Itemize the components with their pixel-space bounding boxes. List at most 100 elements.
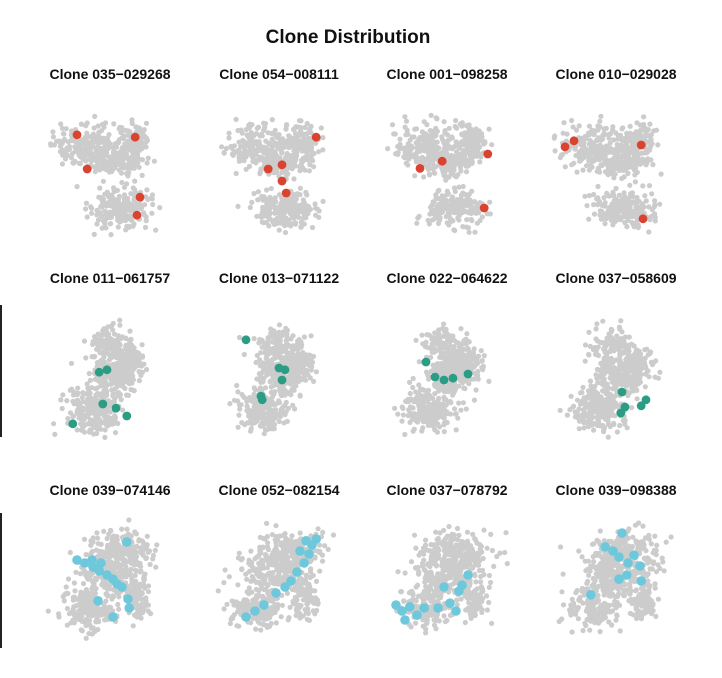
- background-point: [295, 347, 301, 353]
- background-point: [291, 387, 297, 393]
- background-point: [102, 412, 108, 419]
- background-point: [68, 138, 74, 144]
- background-point: [110, 393, 116, 399]
- background-point: [436, 187, 442, 193]
- background-point: [253, 359, 259, 366]
- background-point: [478, 348, 484, 354]
- background-point: [95, 412, 101, 418]
- background-point: [603, 125, 609, 131]
- background-point: [137, 201, 143, 207]
- background-point: [143, 120, 150, 126]
- background-point: [569, 117, 575, 124]
- background-point: [619, 138, 625, 144]
- background-point: [265, 350, 271, 356]
- background-point: [273, 152, 279, 158]
- background-point: [411, 426, 417, 432]
- background-point: [83, 135, 89, 141]
- background-point: [574, 169, 580, 175]
- background-point: [260, 204, 266, 210]
- background-point: [432, 416, 438, 422]
- background-point: [302, 138, 308, 145]
- background-point: [111, 150, 117, 156]
- background-point: [457, 121, 463, 127]
- background-point: [283, 126, 289, 132]
- background-point: [104, 382, 110, 388]
- background-point: [465, 198, 471, 204]
- background-point: [407, 404, 413, 410]
- background-point: [246, 407, 252, 413]
- background-point: [430, 199, 436, 205]
- background-point: [436, 424, 443, 430]
- background-point: [464, 157, 470, 163]
- background-point: [476, 353, 482, 359]
- background-point: [584, 203, 590, 209]
- background-point: [64, 398, 70, 404]
- background-point: [444, 419, 450, 426]
- background-point: [119, 179, 125, 186]
- background-point: [130, 377, 136, 383]
- background-point: [652, 214, 658, 220]
- background-point: [641, 135, 648, 142]
- background-point: [602, 221, 608, 227]
- background-point: [301, 131, 307, 138]
- background-point: [91, 231, 97, 237]
- background-point: [264, 427, 270, 433]
- background-point: [586, 123, 593, 129]
- background-point: [622, 194, 628, 200]
- background-point: [613, 196, 619, 202]
- clone-point: [122, 411, 132, 421]
- background-point: [305, 157, 311, 163]
- background-point: [489, 142, 495, 148]
- background-point: [294, 374, 300, 380]
- background-point: [587, 343, 593, 349]
- background-point: [453, 117, 459, 124]
- background-point: [458, 197, 465, 203]
- background-point: [609, 410, 615, 416]
- background-point: [309, 364, 315, 370]
- background-point: [449, 384, 456, 390]
- background-point: [269, 146, 275, 152]
- background-point: [607, 140, 613, 146]
- background-point: [402, 114, 408, 120]
- background-point: [637, 161, 643, 167]
- background-point: [320, 198, 326, 204]
- background-point: [90, 131, 96, 137]
- background-point: [627, 374, 633, 380]
- background-point: [652, 202, 658, 208]
- background-point: [444, 337, 451, 343]
- background-point: [87, 409, 93, 416]
- panel-title: Clone 001−098258: [386, 66, 507, 82]
- background-point: [290, 333, 296, 339]
- background-point: [406, 156, 412, 162]
- background-point: [609, 214, 615, 220]
- background-point: [431, 400, 437, 406]
- background-point: [313, 369, 319, 375]
- background-point: [592, 153, 599, 159]
- panel-title: Clone 011−061757: [50, 270, 170, 286]
- background-point: [120, 351, 126, 358]
- background-point: [253, 417, 259, 423]
- clone-point: [277, 375, 287, 385]
- background-point: [634, 120, 640, 126]
- background-point: [579, 389, 585, 396]
- background-point: [610, 189, 616, 195]
- background-point: [400, 412, 406, 418]
- background-point: [658, 171, 664, 177]
- background-point: [428, 406, 434, 412]
- background-point: [460, 183, 466, 190]
- background-point: [300, 197, 306, 203]
- background-point: [441, 429, 447, 435]
- background-point: [437, 354, 444, 360]
- background-point: [614, 343, 620, 349]
- background-point: [292, 125, 298, 131]
- background-point: [75, 385, 81, 391]
- background-point: [120, 407, 126, 413]
- background-point: [86, 152, 92, 158]
- background-point: [320, 147, 326, 153]
- background-point: [122, 375, 128, 381]
- background-point: [429, 349, 435, 355]
- background-point: [471, 397, 478, 403]
- panel-title: Clone 013−071122: [219, 270, 339, 286]
- background-point: [644, 159, 650, 166]
- background-point: [576, 426, 582, 432]
